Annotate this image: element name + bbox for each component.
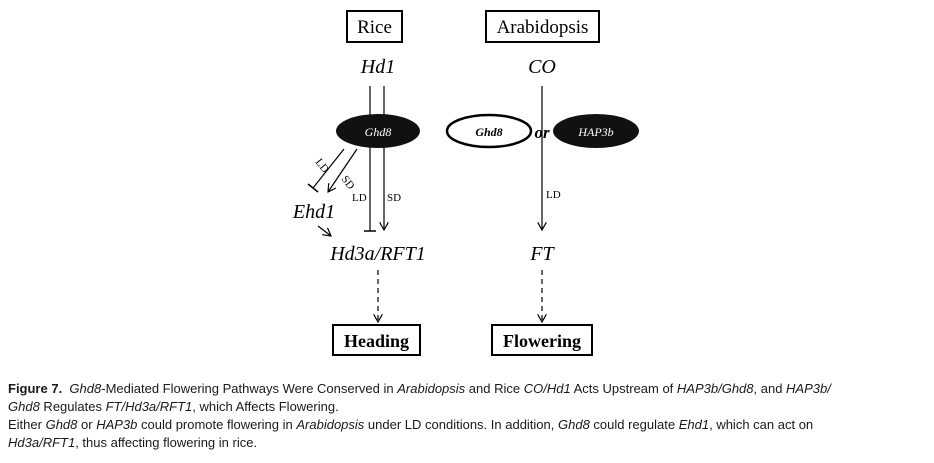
- caption-t3: Arabidopsis: [397, 381, 466, 396]
- arabidopsis-title-box: Arabidopsis: [485, 10, 600, 43]
- or-label: or: [534, 123, 550, 142]
- caption-t8: , and: [753, 381, 787, 396]
- hd1-label: Hd1: [360, 56, 395, 78]
- ghd8-rice-label: Ghd8: [365, 125, 392, 139]
- caption-b2: Ghd8: [45, 417, 78, 432]
- flowering-box: Flowering: [491, 324, 593, 356]
- ghd8-sd-label: SD: [339, 173, 357, 192]
- ghd8-rice-node: Ghd8: [336, 114, 420, 148]
- caption-t10: Ghd8: [8, 399, 40, 414]
- caption-b5: could promote flowering in: [137, 417, 297, 432]
- caption-b1: Either: [8, 417, 46, 432]
- ghd8-ld-inhibit-line: [312, 148, 345, 189]
- caption-t6: Acts Upstream of: [570, 381, 677, 396]
- heading-box: Heading: [332, 324, 421, 356]
- caption-b7: under LD conditions. In addition,: [364, 417, 558, 432]
- hap3b-node: HAP3b: [553, 114, 639, 148]
- caption-b6: Arabidopsis: [296, 417, 365, 432]
- ghd8-arabidopsis-node: Ghd8: [445, 113, 533, 149]
- caption-t4: and Rice: [465, 381, 524, 396]
- caption-b11: , which can act on: [709, 417, 814, 432]
- rice-title-box: Rice: [346, 10, 403, 43]
- hap3b-label: HAP3b: [577, 125, 613, 139]
- caption-t11: Regulates: [39, 399, 106, 414]
- rice-title: Rice: [357, 17, 392, 38]
- caption-body: Either Ghd8 or HAP3b could promote flowe…: [8, 416, 926, 452]
- caption-b4: HAP3b: [96, 417, 138, 432]
- arabidopsis-title: Arabidopsis: [497, 17, 589, 38]
- ghd8-ld-label: LD: [313, 156, 332, 175]
- caption-b13: , thus affecting flowering in rice.: [75, 435, 258, 450]
- ehd1-to-hd3a-arrow: [317, 225, 331, 236]
- caption-b3: or: [77, 417, 97, 432]
- caption-t12: FT/Hd3a/RFT1: [105, 399, 193, 414]
- caption-t1: Ghd8: [69, 381, 102, 396]
- caption-t5: CO/Hd1: [523, 381, 571, 396]
- caption-t2: -Mediated Flowering Pathways Were Conser…: [101, 381, 398, 396]
- ft-label: FT: [529, 243, 555, 265]
- caption-t7: HAP3b/Ghd8: [676, 381, 754, 396]
- flowering-pathway-diagram: Rice Arabidopsis Hd1 CO Ghd8 LD SD LD SD…: [292, 10, 639, 356]
- caption-b12: Hd3a/RFT1: [8, 435, 76, 450]
- hd3a-rft1-label: Hd3a/RFT1: [329, 243, 426, 265]
- caption-title: Figure 7. Ghd8-Mediated Flowering Pathwa…: [8, 380, 926, 416]
- caption-b9: could regulate: [589, 417, 679, 432]
- co-ld-label: LD: [546, 189, 561, 201]
- hd1-sd-label: SD: [387, 192, 401, 204]
- caption-b10: Ehd1: [678, 417, 710, 432]
- caption-t13: , which Affects Flowering.: [192, 399, 339, 414]
- ehd1-label: Ehd1: [292, 201, 335, 223]
- hd1-ld-label: LD: [352, 192, 367, 204]
- ghd8-arabidopsis-label: Ghd8: [475, 125, 502, 139]
- figure-label: Figure 7.: [8, 381, 63, 396]
- ghd8-sd-promote-arrow: [328, 148, 358, 192]
- caption-t9: HAP3b/: [786, 381, 831, 396]
- co-label: CO: [528, 56, 556, 78]
- heading-label: Heading: [344, 331, 409, 351]
- caption-b8: Ghd8: [558, 417, 590, 432]
- figure-caption: Figure 7. Ghd8-Mediated Flowering Pathwa…: [8, 380, 926, 452]
- ghd8-ld-inhibit-bar: [307, 183, 319, 193]
- flowering-label: Flowering: [503, 331, 581, 351]
